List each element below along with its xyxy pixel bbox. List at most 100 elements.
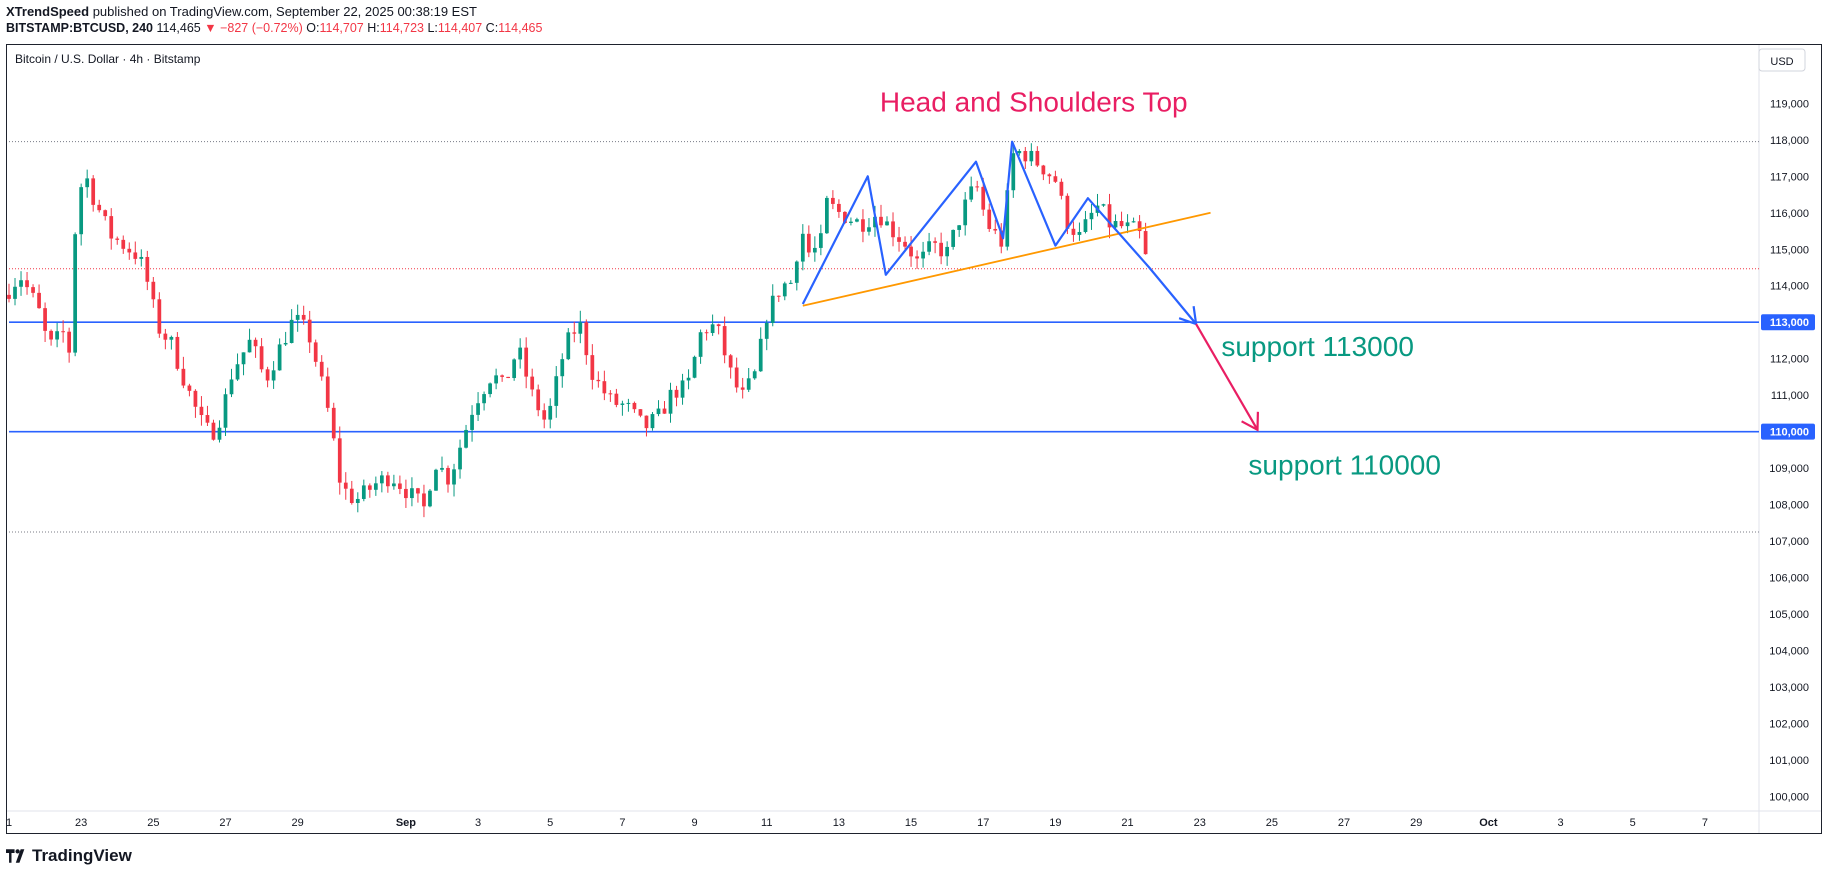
- candle-body: [921, 251, 925, 259]
- candle: [987, 203, 992, 232]
- candle-body: [999, 230, 1004, 247]
- candle: [157, 292, 162, 338]
- candle: [337, 426, 342, 495]
- currency-button[interactable]: USD: [1758, 48, 1806, 72]
- candle-body: [205, 415, 210, 423]
- candle-body: [199, 406, 204, 416]
- candle: [638, 409, 643, 418]
- candle: [229, 368, 234, 398]
- candle: [331, 402, 336, 441]
- last-price: 114,465: [156, 21, 201, 35]
- published-text: published on TradingView.com, September …: [92, 4, 477, 19]
- candle-body: [1101, 204, 1106, 206]
- candle: [909, 236, 913, 267]
- candle-body: [897, 237, 901, 242]
- candle-body: [662, 408, 667, 414]
- candle-body: [43, 308, 47, 331]
- time-tick-label: Sep: [396, 817, 416, 829]
- candle-body: [668, 389, 673, 414]
- candle: [879, 204, 883, 228]
- candle-body: [782, 283, 787, 297]
- candle-body: [987, 209, 992, 229]
- price-tick-label: 112,000: [1770, 354, 1809, 366]
- candle-body: [343, 482, 348, 489]
- candle: [61, 320, 65, 343]
- candle-body: [295, 314, 300, 320]
- candle: [1125, 214, 1130, 234]
- candle: [67, 327, 72, 363]
- candle: [223, 388, 228, 437]
- support-badge-bg: [1761, 423, 1815, 440]
- candle-body: [728, 355, 733, 368]
- candle: [73, 232, 78, 357]
- candle-body: [770, 295, 775, 323]
- candle: [235, 353, 240, 381]
- candle: [31, 284, 35, 298]
- candle-body: [241, 352, 246, 365]
- candle-body: [440, 467, 444, 470]
- candle: [963, 192, 968, 236]
- author-name[interactable]: XTrendSpeed: [6, 4, 90, 19]
- candle: [560, 353, 565, 388]
- candle: [476, 392, 480, 422]
- candle-body: [969, 186, 974, 200]
- candle-body: [1059, 181, 1064, 196]
- candle: [812, 236, 817, 262]
- candle: [1137, 215, 1142, 239]
- candle: [596, 371, 601, 388]
- candle: [428, 489, 432, 508]
- candle: [608, 390, 613, 402]
- candle: [885, 216, 889, 226]
- candle-body: [680, 380, 685, 398]
- time-tick-label: 7: [1702, 817, 1708, 829]
- candle-body: [638, 409, 643, 416]
- candle-body: [1011, 153, 1016, 191]
- candle: [656, 400, 661, 417]
- time-axis[interactable]: 1 23 25 27 29 Sep 3 5 7 9 11 13 15 17 19 21 23 25 27 29 Oct 3…: [7, 817, 1708, 829]
- candle-body: [470, 414, 474, 430]
- candle: [151, 277, 156, 308]
- candle: [891, 212, 895, 247]
- candle: [121, 235, 126, 254]
- candle-body: [572, 332, 577, 334]
- drawings: Head and Shoulders Top support 113000 supp…: [801, 86, 1441, 480]
- candle-body: [109, 216, 114, 239]
- candle-body: [855, 219, 859, 222]
- price-chart[interactable]: Head and Shoulders Top support 113000 supp…: [7, 45, 1821, 833]
- candle-body: [788, 282, 793, 284]
- candle-body: [55, 331, 59, 340]
- support-label-2: support 110000: [1248, 449, 1441, 480]
- candle-body: [837, 203, 841, 212]
- candle: [115, 236, 120, 245]
- chart-frame[interactable]: Head and Shoulders Top support 113000 supp…: [6, 44, 1822, 834]
- support-badge-bg: [1761, 314, 1815, 331]
- symbol-name: BITSTAMP:BTCUSD, 240: [6, 21, 154, 35]
- candle-body: [211, 422, 216, 440]
- candle: [951, 229, 956, 250]
- candle-body: [632, 402, 637, 410]
- candle-body: [945, 246, 950, 257]
- candle: [969, 176, 974, 203]
- candle-body: [217, 427, 222, 440]
- candle-body: [825, 197, 829, 234]
- candle: [422, 484, 426, 518]
- candle-body: [464, 429, 468, 448]
- candle-body: [1077, 231, 1082, 235]
- candle-body: [963, 199, 968, 226]
- price-tick-label: 109,000: [1769, 463, 1809, 475]
- price-axis[interactable]: 100,000 101,000 102,000 103,000 104,000 105,0…: [1761, 98, 1815, 803]
- candle: [343, 472, 348, 500]
- candle-body: [1041, 165, 1046, 175]
- candle-body: [656, 408, 661, 415]
- candle: [506, 376, 511, 379]
- candle: [1041, 164, 1046, 181]
- candle-body: [722, 326, 727, 356]
- candle-body: [325, 376, 330, 408]
- candle: [626, 398, 631, 412]
- tradingview-logo[interactable]: TradingView: [6, 846, 132, 866]
- candle-body: [127, 248, 132, 253]
- time-tick-label: 7: [619, 817, 625, 829]
- time-tick-label: 19: [1049, 817, 1061, 829]
- time-tick-label: 11: [761, 817, 772, 829]
- candle: [109, 208, 114, 250]
